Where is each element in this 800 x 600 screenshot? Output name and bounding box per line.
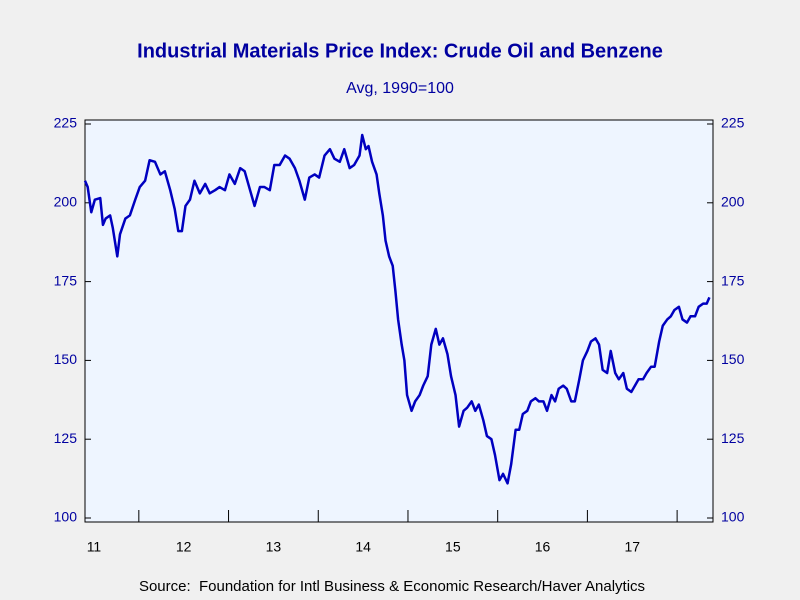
source-note: Source: Foundation for Intl Business & E…	[139, 578, 645, 595]
x-tick-label: 12	[176, 539, 192, 555]
y2-tick-label: 125	[721, 430, 745, 446]
y2-tick-label: 175	[721, 272, 745, 288]
x-tick-label: 15	[445, 539, 461, 555]
data-line	[83, 133, 711, 485]
chart-subtitle: Avg, 1990=100	[346, 80, 454, 97]
y-tick-label: 175	[54, 272, 78, 288]
x-tick-label: 16	[535, 539, 551, 555]
y2-tick-label: 225	[721, 115, 745, 131]
y-tick-label: 100	[54, 509, 78, 525]
y2-tick-label: 100	[721, 509, 745, 525]
x-tick-label: 17	[624, 539, 640, 555]
x-tick-label: 13	[266, 539, 282, 555]
x-tick-label: 11	[87, 539, 102, 555]
y-tick-label: 225	[54, 115, 78, 131]
y-tick-label: 125	[54, 430, 78, 446]
y2-tick-label: 150	[721, 351, 745, 367]
chart-title: Industrial Materials Price Index: Crude …	[137, 40, 663, 62]
y-tick-label: 150	[54, 351, 78, 367]
y2-tick-label: 200	[721, 194, 745, 210]
x-tick-label: 14	[355, 539, 371, 555]
y-tick-label: 200	[54, 194, 78, 210]
